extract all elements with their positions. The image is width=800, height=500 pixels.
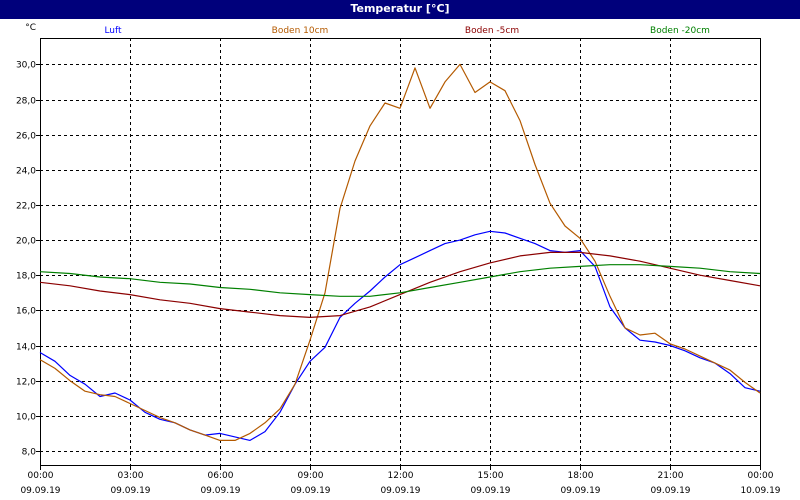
x-tick-time-label: 15:00 <box>478 471 504 481</box>
y-tick-label: 18,0 <box>16 272 36 282</box>
plot-frame <box>40 38 761 466</box>
y-tick-label: 12,0 <box>16 378 36 388</box>
chart-background <box>0 19 800 500</box>
y-tick-label: 24,0 <box>16 167 36 177</box>
x-tick-time-label: 12:00 <box>388 471 414 481</box>
y-tick-label: 28,0 <box>16 97 36 107</box>
legend-entry-1: Luft <box>104 26 122 36</box>
x-tick-date-label: 09.09.19 <box>380 486 420 496</box>
y-tick-label: 30,0 <box>16 61 36 71</box>
x-tick-date-label: 09.09.19 <box>200 486 240 496</box>
temperature-chart: 8,0 10,0 12,0 14,0 16,0 18,0 20,0 22,0 24,0 26,0 2… <box>0 19 800 500</box>
y-tick-label: 22,0 <box>16 202 36 212</box>
x-tick-time-label: 00:00 <box>28 471 54 481</box>
x-tick-date-label: 09.09.19 <box>290 486 330 496</box>
x-tick-date-label: 09.09.19 <box>650 486 690 496</box>
y-tick-label: 8,0 <box>22 448 37 458</box>
series-line-1 <box>39 230 761 441</box>
axes: 8,0 10,0 12,0 14,0 16,0 18,0 20,0 22,0 24,0 26,0 2… <box>16 23 781 496</box>
grid <box>40 38 760 465</box>
legend: Luft Boden 10cm Boden -5cm Boden -20cm <box>104 26 710 36</box>
chart-title: Temperatur [°C] <box>0 0 800 19</box>
series-line-3 <box>39 251 761 318</box>
legend-entry-4: Boden -20cm <box>650 26 710 36</box>
y-axis-unit-label: °C <box>25 23 36 33</box>
series-lines <box>39 63 761 441</box>
x-tick-time-label: 21:00 <box>658 471 684 481</box>
x-tick-time-label: 06:00 <box>208 471 234 481</box>
series-line-4 <box>39 264 761 297</box>
y-tick-label: 10,0 <box>16 413 36 423</box>
x-tick-time-label: 03:00 <box>118 471 144 481</box>
x-tick-time-label: 18:00 <box>568 471 594 481</box>
x-tick-date-label: 10.09.19 <box>740 486 780 496</box>
y-tick-label: 26,0 <box>16 132 36 142</box>
x-tick-date-label: 09.09.19 <box>110 486 150 496</box>
legend-entry-3: Boden -5cm <box>465 26 519 36</box>
x-tick-date-label: 09.09.19 <box>20 486 60 496</box>
x-tick-time-label: 00:00 <box>748 471 774 481</box>
y-tick-label: 20,0 <box>16 237 36 247</box>
legend-entry-2: Boden 10cm <box>272 26 329 36</box>
x-tick-date-label: 09.09.19 <box>560 486 600 496</box>
series-line-2 <box>39 63 761 441</box>
y-tick-label: 14,0 <box>16 343 36 353</box>
y-tick-label: 16,0 <box>16 307 36 317</box>
x-tick-date-label: 09.09.19 <box>470 486 510 496</box>
x-tick-time-label: 09:00 <box>298 471 324 481</box>
